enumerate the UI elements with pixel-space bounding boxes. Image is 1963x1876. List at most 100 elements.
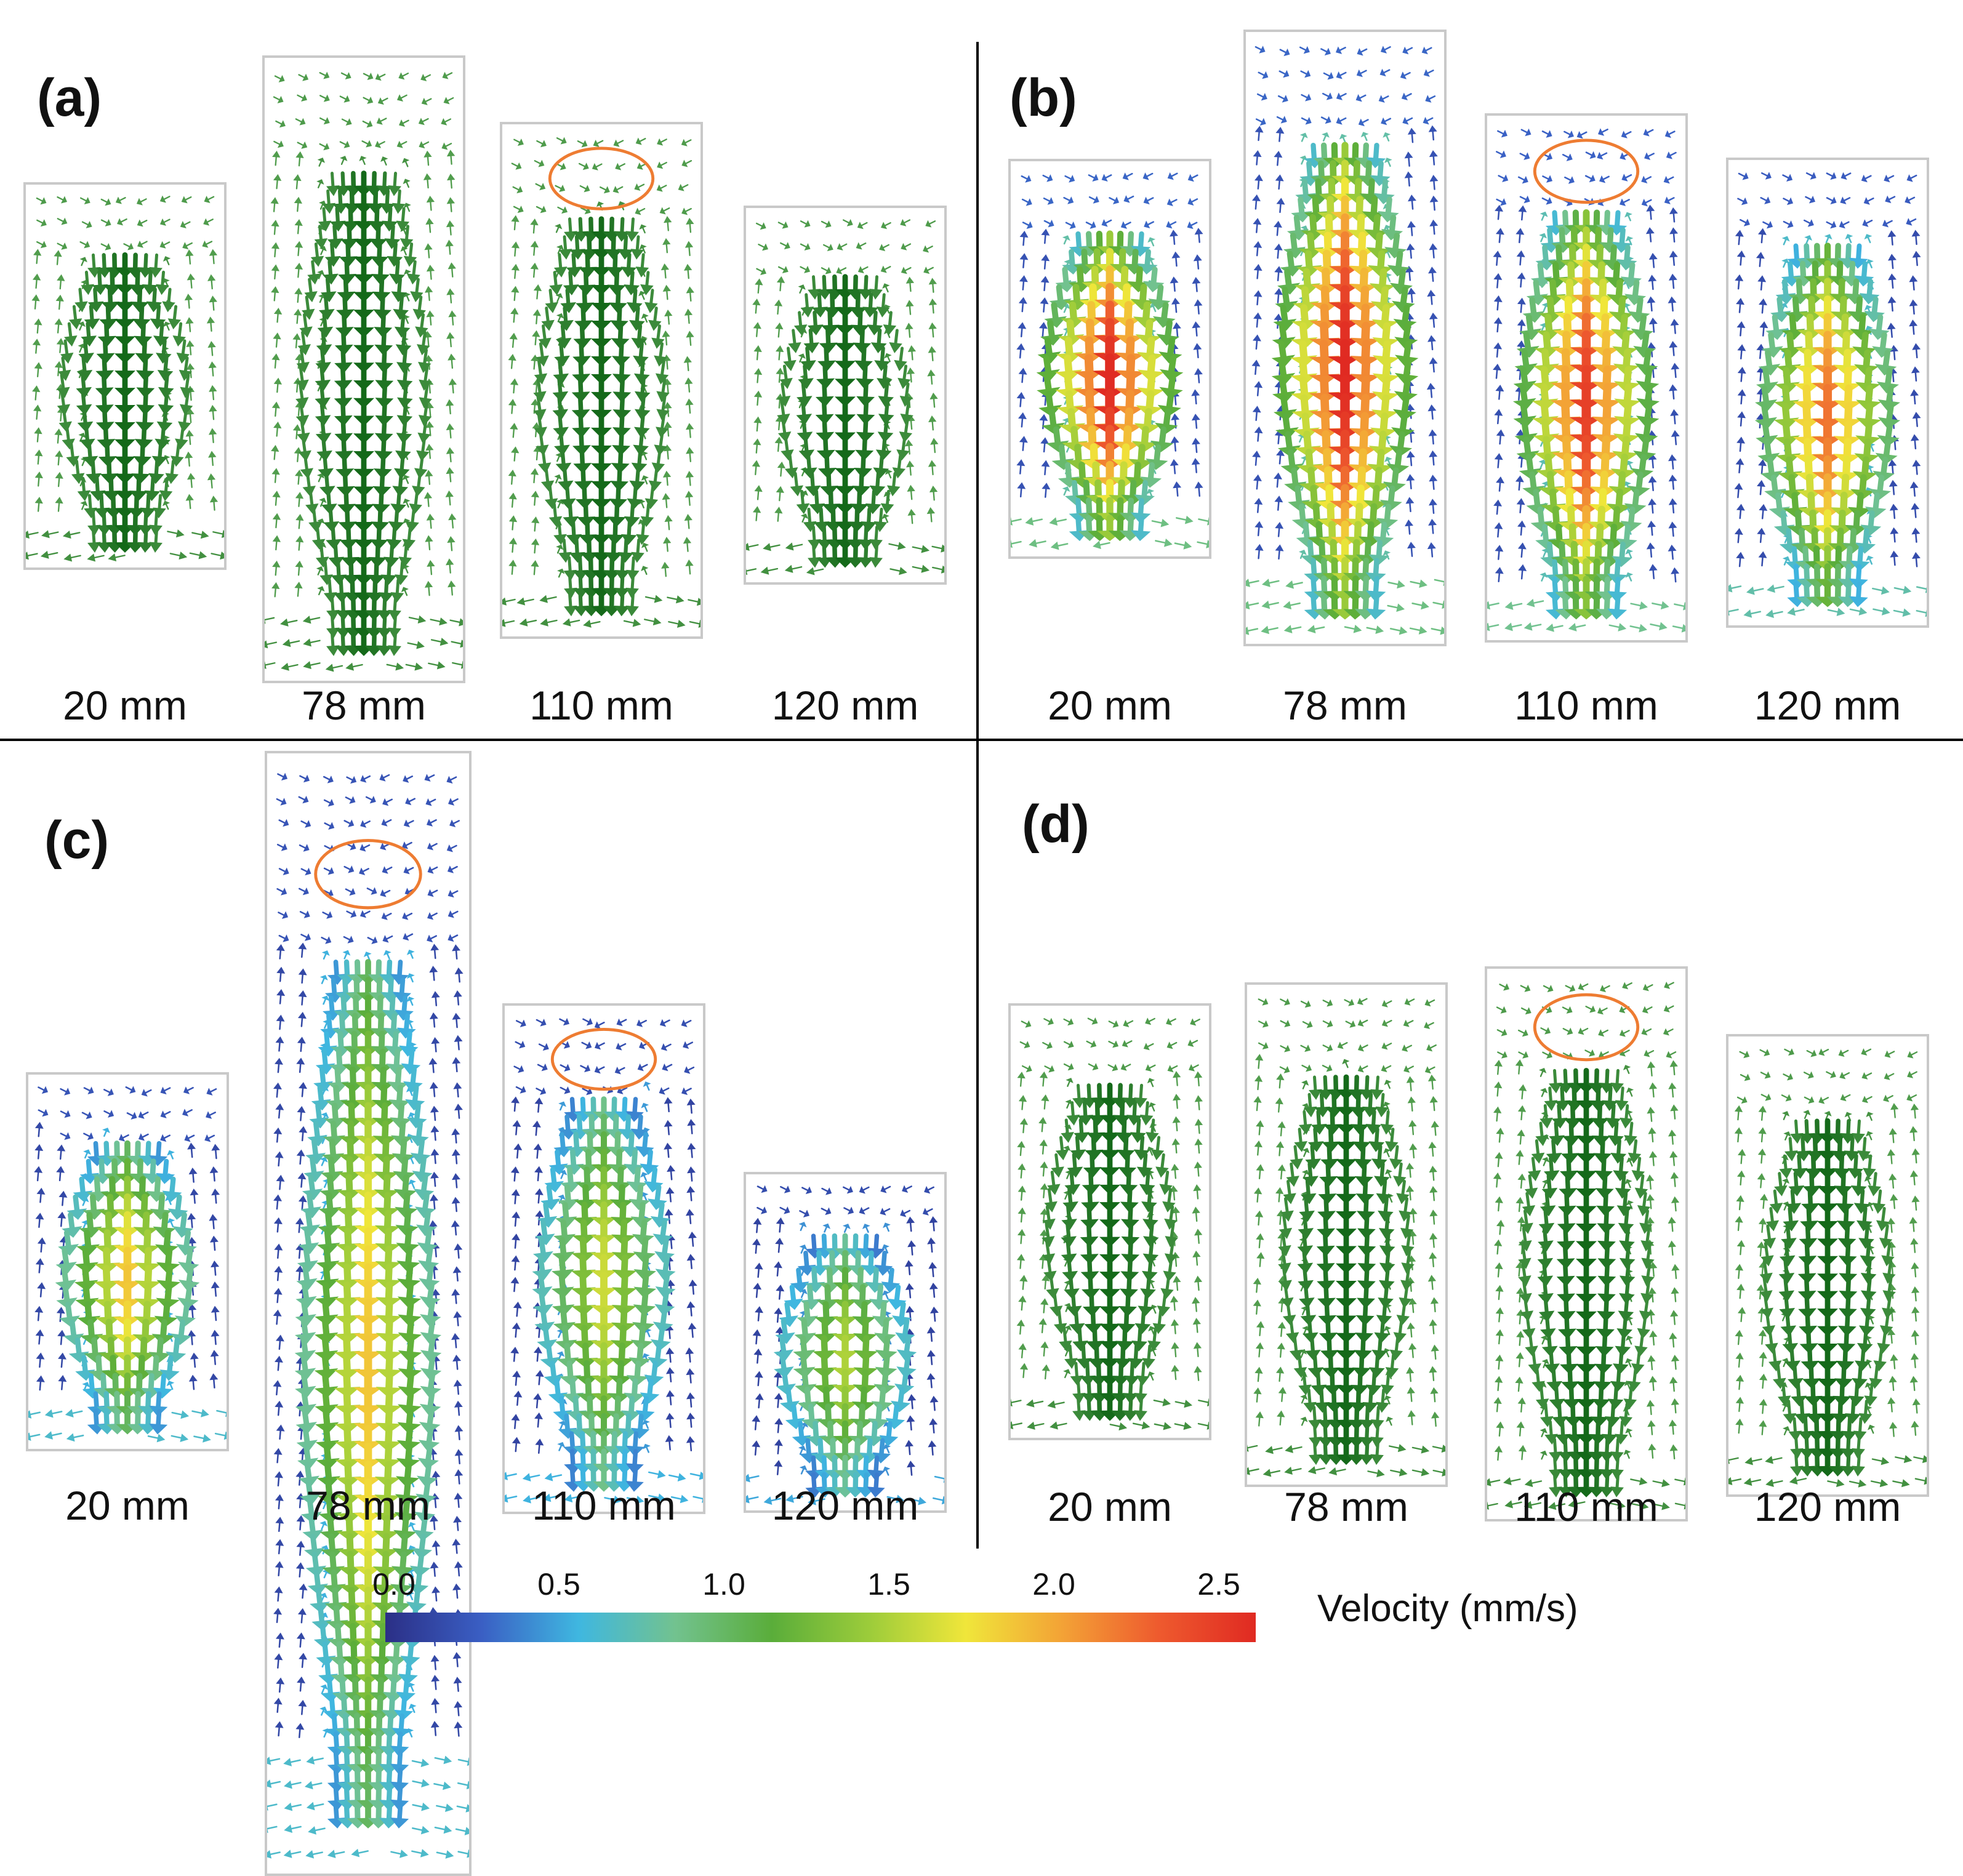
- velocity-arrow-shaft: [637, 308, 638, 321]
- velocity-arrow-shaft: [1623, 318, 1624, 330]
- velocity-arrow-shaft: [428, 663, 438, 665]
- velocity-arrow-shaft: [95, 1144, 96, 1156]
- velocity-arrow-shaft: [1527, 335, 1528, 347]
- velocity-arrow-shaft: [1365, 344, 1366, 356]
- velocity-arrow-head: [55, 318, 63, 325]
- velocity-arrow-head: [1274, 221, 1282, 228]
- velocity-arrow-shaft: [1316, 507, 1317, 519]
- velocity-arrow-head: [1646, 205, 1655, 212]
- velocity-arrow-shaft: [862, 223, 867, 225]
- velocity-field-box: [26, 1072, 229, 1451]
- velocity-arrow-shaft: [1307, 434, 1308, 446]
- velocity-arrow-shaft: [82, 1113, 88, 1115]
- velocity-arrow-shaft: [211, 480, 212, 488]
- velocity-arrow-shaft: [113, 495, 114, 508]
- velocity-arrow-shaft: [564, 308, 566, 321]
- velocity-arrow-shaft: [364, 74, 369, 76]
- velocity-arrow-head: [531, 560, 539, 567]
- velocity-arrow-shaft: [1389, 582, 1398, 584]
- velocity-arrow-shaft: [213, 391, 214, 399]
- velocity-arrow-head: [653, 617, 662, 625]
- velocity-arrow-shaft: [450, 474, 451, 482]
- velocity-arrow-shaft: [1636, 492, 1637, 504]
- velocity-arrow-shaft: [429, 476, 430, 484]
- velocity-arrow-shaft: [1155, 541, 1165, 543]
- velocity-arrow-shaft: [688, 521, 689, 529]
- velocity-arrow-shaft: [1520, 154, 1526, 156]
- velocity-arrow-shaft: [1400, 434, 1402, 446]
- velocity-arrow-shaft: [870, 295, 871, 307]
- velocity-arrow-shaft: [1023, 260, 1024, 268]
- velocity-arrow-shaft: [1196, 444, 1197, 452]
- velocity-arrow-shaft: [38, 1312, 39, 1320]
- velocity-arrow-shaft: [116, 555, 125, 557]
- velocity-arrow-shaft: [1195, 396, 1196, 404]
- velocity-arrow-shaft: [1431, 390, 1432, 398]
- velocity-arrow-shaft: [1520, 197, 1526, 199]
- velocity-arrow-shaft: [146, 1090, 151, 1092]
- velocity-arrow-shaft: [1826, 238, 1828, 243]
- velocity-arrow-shaft: [1848, 246, 1849, 258]
- velocity-arrow-head: [530, 218, 538, 225]
- velocity-arrow-head: [684, 264, 692, 271]
- velocity-arrow-head: [685, 399, 693, 406]
- velocity-arrow-shaft: [1568, 475, 1569, 487]
- velocity-arrow-shaft: [1527, 439, 1528, 452]
- velocity-arrow-head: [1407, 221, 1416, 228]
- velocity-arrow-shaft: [93, 513, 94, 525]
- velocity-arrow-shaft: [38, 478, 39, 486]
- velocity-arrow-head: [36, 1376, 45, 1382]
- velocity-arrow-shaft: [1411, 548, 1412, 556]
- velocity-arrow-shaft: [690, 454, 691, 462]
- velocity-arrow-shaft: [1090, 323, 1091, 335]
- velocity-arrow-shaft: [620, 451, 621, 463]
- velocity-arrow-head: [209, 295, 217, 302]
- velocity-arrow-shaft: [1673, 627, 1682, 628]
- velocity-arrow-shaft: [1520, 279, 1521, 287]
- velocity-arrow-shaft: [1398, 452, 1399, 465]
- velocity-arrow-shaft: [1409, 178, 1410, 186]
- velocity-arrow-shaft: [803, 517, 805, 522]
- velocity-arrow-shaft: [803, 402, 804, 414]
- velocity-arrow-shaft: [1531, 625, 1541, 627]
- velocity-arrow-shaft: [779, 222, 784, 225]
- velocity-arrow-head: [1495, 385, 1504, 391]
- velocity-arrow-shaft: [378, 226, 379, 239]
- velocity-arrow-shaft: [1159, 287, 1160, 300]
- velocity-arrow-shaft: [1429, 96, 1435, 98]
- velocity-arrow-head: [1494, 295, 1503, 302]
- velocity-arrow-head: [1649, 564, 1658, 571]
- velocity-arrow-shaft: [564, 468, 566, 481]
- velocity-arrow-shaft: [1792, 317, 1794, 329]
- velocity-arrow-head: [153, 1227, 175, 1238]
- velocity-arrow-shaft: [1248, 629, 1258, 631]
- velocity-arrow-shaft: [408, 643, 417, 645]
- velocity-arrow-shaft: [1125, 222, 1131, 225]
- velocity-arrow-head: [271, 286, 279, 293]
- velocity-arrow-shaft: [1058, 543, 1067, 545]
- velocity-arrow-shaft: [40, 1382, 41, 1390]
- velocity-arrow-shaft: [172, 1436, 181, 1438]
- velocity-arrow-shaft: [41, 1244, 42, 1252]
- velocity-arrow-shaft: [363, 121, 369, 124]
- velocity-arrow-head: [1759, 504, 1767, 511]
- velocity-arrow-head: [1890, 527, 1898, 534]
- velocity-arrow-shaft: [1147, 174, 1153, 176]
- velocity-arrow-shaft: [625, 237, 626, 249]
- velocity-arrow-head: [55, 472, 63, 479]
- velocity-arrow-head: [511, 446, 519, 453]
- velocity-arrow-shaft: [1170, 394, 1171, 406]
- velocity-arrow-shaft: [1385, 47, 1391, 49]
- velocity-arrow-head: [781, 449, 793, 460]
- velocity-arrow-head: [198, 551, 207, 559]
- velocity-arrow-shaft: [1542, 576, 1544, 581]
- velocity-arrow-head: [906, 277, 914, 284]
- velocity-arrow-shaft: [1887, 221, 1892, 223]
- velocity-arrow-shaft: [1848, 424, 1849, 436]
- velocity-arrow-shaft: [166, 478, 167, 491]
- velocity-arrow-shaft: [1384, 70, 1390, 73]
- velocity-arrow-shaft: [1279, 181, 1280, 189]
- velocity-arrow-shaft: [785, 438, 787, 450]
- velocity-arrow-head: [41, 551, 49, 559]
- velocity-arrow-shaft: [1751, 612, 1760, 614]
